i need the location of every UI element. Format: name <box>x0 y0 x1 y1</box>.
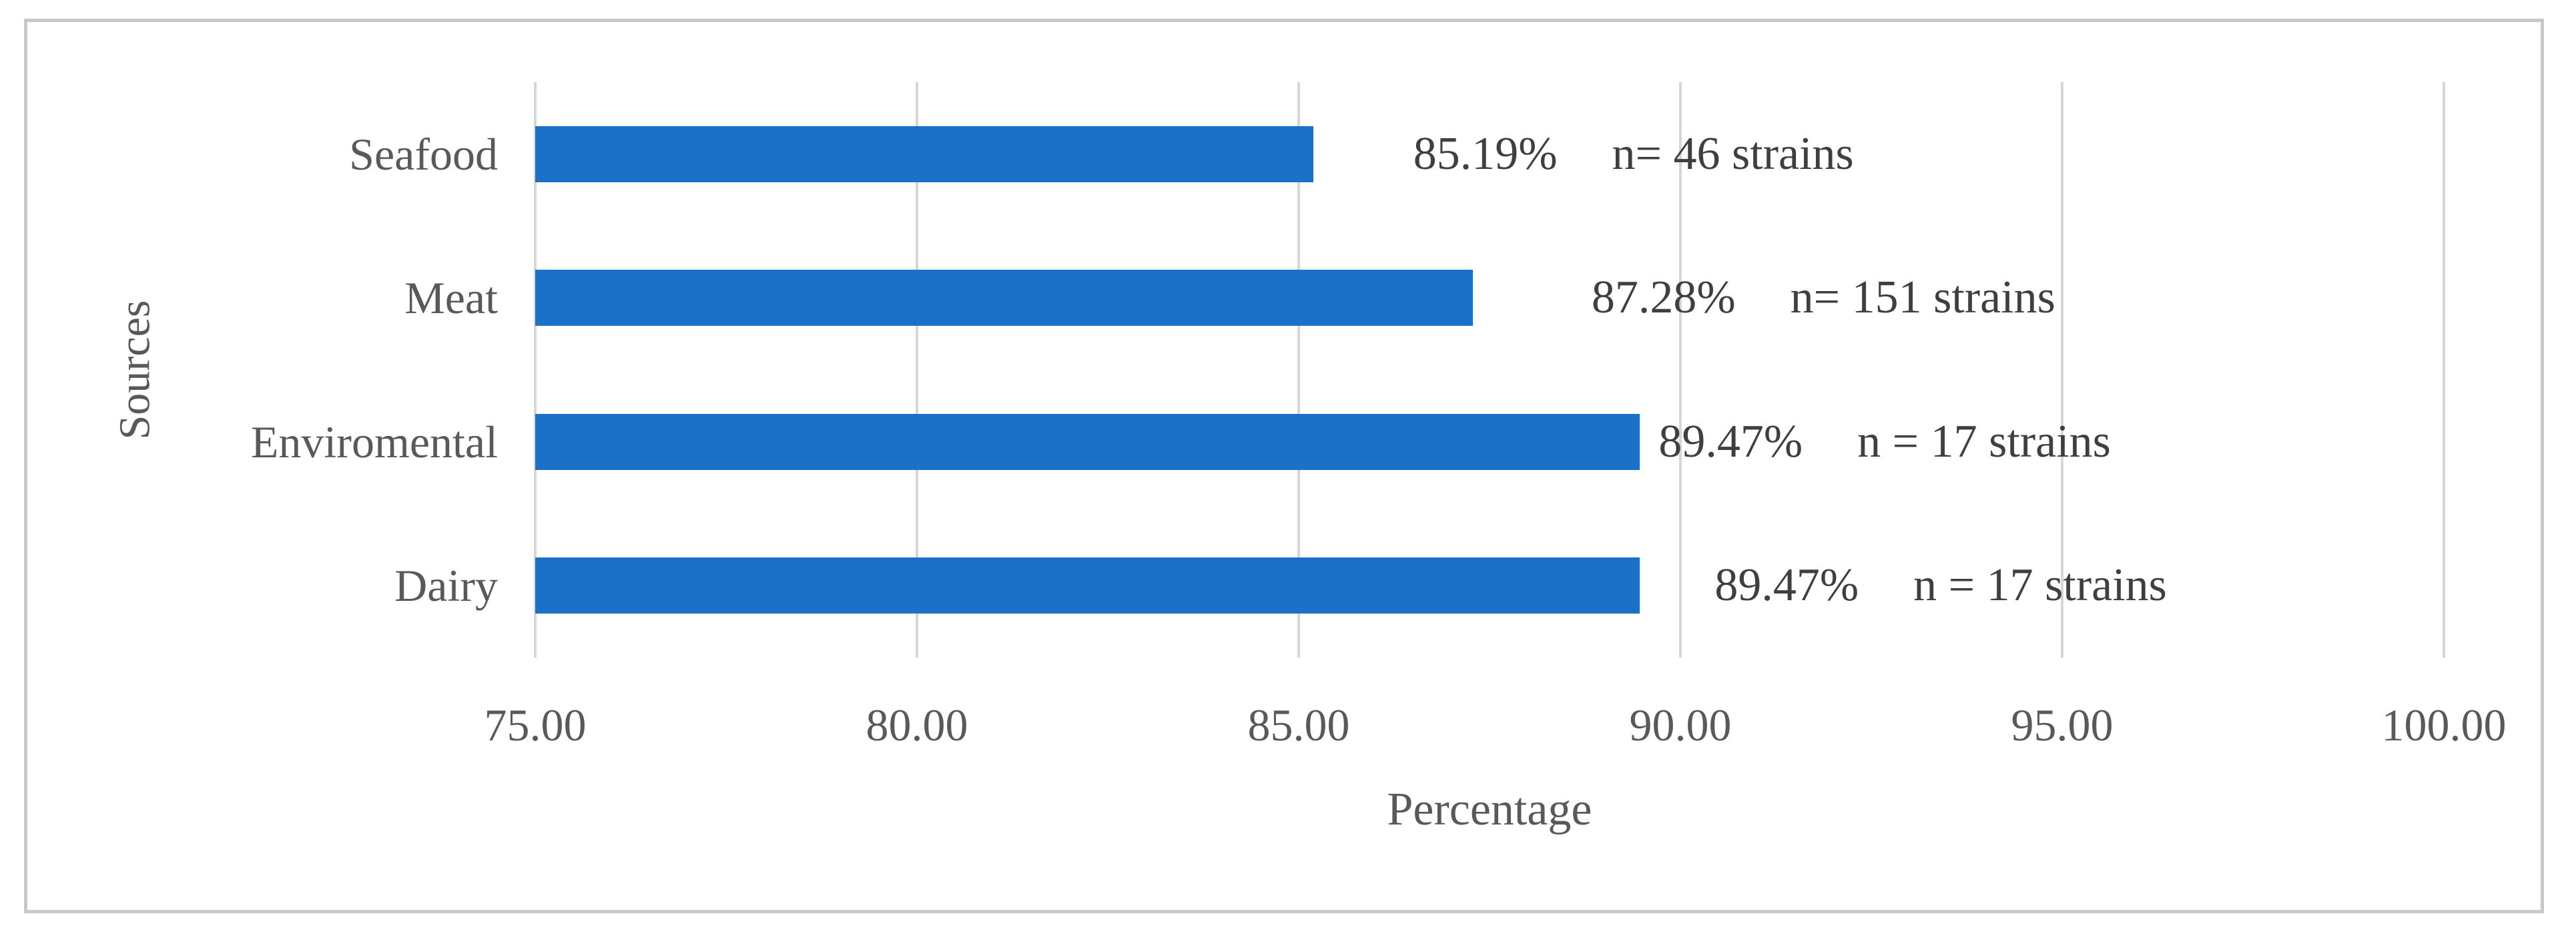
gridline-x-85.00 <box>1297 82 1300 658</box>
x-tick-label-85.00: 85.00 <box>1247 700 1350 750</box>
bar-meat <box>535 270 1473 326</box>
count-label-dairy: n = 17 strains <box>1913 559 2167 612</box>
gridline-x-95.00 <box>2061 82 2063 658</box>
gridline-x-75.00 <box>534 82 537 658</box>
gridline-x-90.00 <box>1679 82 1682 658</box>
x-axis-title: Percentage <box>1387 784 1592 835</box>
data-label-seafood: 85.19% n= 46 strains <box>1413 128 1854 180</box>
data-label-dairy: 89.47% n = 17 strains <box>1714 562 2167 609</box>
count-label-enviromental: n = 17 strains <box>1857 415 2111 467</box>
data-label-enviromental: 89.47% n = 17 strains <box>1658 415 2111 467</box>
y-axis-title: Sources <box>95 82 175 658</box>
value-label-enviromental: 89.47% <box>1658 415 1803 467</box>
x-tick-label-95.00: 95.00 <box>2011 700 2114 750</box>
count-label-meat: n= 151 strains <box>1790 272 2055 324</box>
value-label-seafood: 85.19% <box>1413 128 1558 180</box>
bar-enviromental <box>535 413 1640 470</box>
count-label-seafood: n= 46 strains <box>1612 128 1854 180</box>
data-label-meat: 87.28% n= 151 strains <box>1592 274 2055 321</box>
value-label-dairy: 89.47% <box>1714 559 1859 612</box>
bar-dairy <box>535 557 1640 614</box>
plot-area <box>534 82 2445 658</box>
category-label-dairy: Dairy <box>394 560 498 612</box>
value-label-meat: 87.28% <box>1591 272 1736 324</box>
category-label-meat: Meat <box>404 272 498 324</box>
gridline-x-100.00 <box>2443 82 2445 658</box>
y-axis-title-text: Sources <box>110 300 159 440</box>
bar-seafood <box>535 126 1313 182</box>
gridline-x-80.00 <box>916 82 918 658</box>
category-label-enviromental: Enviromental <box>250 416 498 467</box>
x-tick-label-90.00: 90.00 <box>1629 700 1732 750</box>
category-label-seafood: Seafood <box>349 128 498 180</box>
x-tick-label-75.00: 75.00 <box>484 700 587 750</box>
x-tick-label-100.00: 100.00 <box>2381 700 2507 750</box>
x-tick-label-80.00: 80.00 <box>866 700 968 750</box>
